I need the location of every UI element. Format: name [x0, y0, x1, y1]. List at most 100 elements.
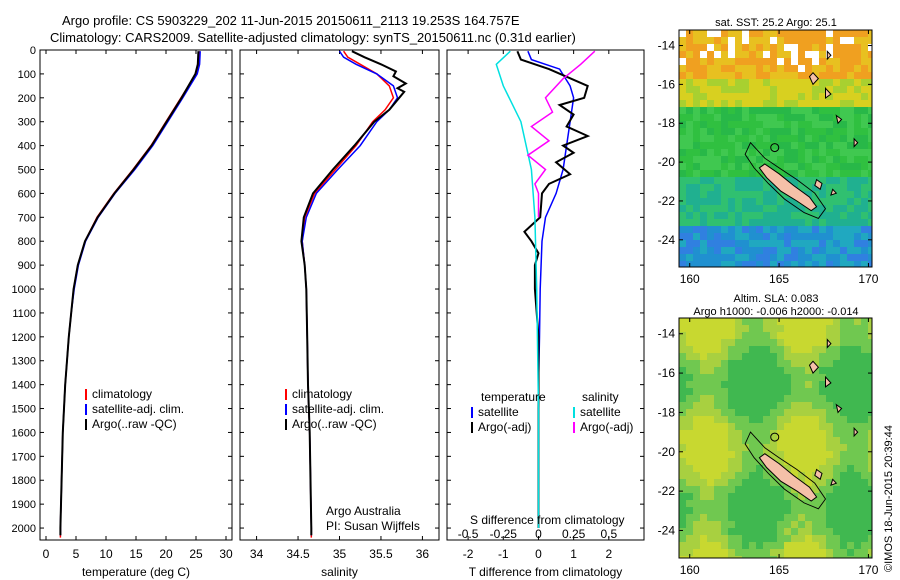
- map-cell: [819, 388, 826, 395]
- map-cell: [784, 51, 791, 58]
- map-cell: [847, 339, 854, 346]
- map-cell: [798, 93, 805, 100]
- map-cell: [756, 142, 763, 149]
- map-cell: [707, 86, 714, 93]
- map-cell: [756, 226, 763, 233]
- map-cell: [784, 416, 791, 423]
- y-tick-label: 1900: [12, 499, 36, 511]
- map-cell: [763, 44, 770, 51]
- map-cell: [728, 465, 735, 472]
- map-cell: [756, 339, 763, 346]
- map-cell: [868, 535, 872, 542]
- map-cell: [735, 163, 742, 170]
- map-cell: [791, 325, 798, 332]
- map-cell: [714, 156, 721, 163]
- lon-tick-label: 165: [769, 272, 789, 286]
- map-cell: [868, 458, 872, 465]
- map-cell: [784, 437, 791, 444]
- map-cell: [700, 114, 707, 121]
- map-cell: [805, 500, 812, 507]
- map-cell: [700, 156, 707, 163]
- map-cell: [777, 240, 784, 247]
- map-cell: [791, 114, 798, 121]
- map-cell: [686, 254, 693, 261]
- map-cell: [784, 219, 791, 226]
- map-cell: [763, 528, 770, 535]
- map-cell: [826, 226, 833, 233]
- map-cell: [777, 458, 784, 465]
- map-cell: [749, 374, 756, 381]
- map-cell: [714, 247, 721, 254]
- map-cell: [812, 430, 819, 437]
- map-cell: [707, 430, 714, 437]
- map-cell: [714, 219, 721, 226]
- map-cell: [826, 219, 833, 226]
- map-cell: [784, 261, 791, 267]
- map-cell: [861, 86, 868, 93]
- map-cell: [707, 247, 714, 254]
- map-cell: [868, 135, 872, 142]
- map-cell: [819, 353, 826, 360]
- map-cell: [679, 549, 686, 556]
- x-tick-label: 5: [73, 547, 80, 561]
- map-cell: [763, 240, 770, 247]
- map-cell: [763, 479, 770, 486]
- map-cell: [805, 100, 812, 107]
- map-cell: [770, 121, 777, 128]
- map-cell: [819, 514, 826, 521]
- lat-tick-label: -18: [658, 405, 676, 419]
- map-cell: [693, 339, 700, 346]
- map-cell: [805, 549, 812, 556]
- map-cell: [693, 409, 700, 416]
- map-cell: [854, 72, 861, 79]
- map-cell: [756, 542, 763, 549]
- map-cell: [693, 367, 700, 374]
- x-tick-label: 0: [535, 547, 542, 561]
- map-cell: [791, 402, 798, 409]
- map-cell: [707, 240, 714, 247]
- map-cell: [819, 30, 826, 37]
- map-cell: [819, 458, 826, 465]
- map-cell: [700, 219, 707, 226]
- map-cell: [707, 409, 714, 416]
- map-cell: [868, 254, 872, 261]
- map-cell: [833, 556, 840, 558]
- map-cell: [777, 205, 784, 212]
- map-cell: [812, 374, 819, 381]
- map-cell: [798, 437, 805, 444]
- map-cell: [714, 177, 721, 184]
- map-cell: [756, 556, 763, 558]
- map-sla-title-1: Altim. SLA: 0.083: [734, 293, 819, 305]
- map-cell: [861, 114, 868, 121]
- map-cell: [868, 37, 872, 44]
- map-cell: [756, 507, 763, 514]
- map-cell: [805, 514, 812, 521]
- map-cell: [812, 58, 819, 65]
- map-cell: [798, 514, 805, 521]
- map-cell: [714, 128, 721, 135]
- map-cell: [826, 367, 833, 374]
- map-cell: [693, 430, 700, 437]
- map-cell: [756, 353, 763, 360]
- map-cell: [819, 198, 826, 205]
- map-cell: [721, 58, 728, 65]
- map-cell: [791, 423, 798, 430]
- map-cell: [784, 465, 791, 472]
- map-cell: [756, 521, 763, 528]
- map-cell: [847, 65, 854, 72]
- map-cell: [791, 79, 798, 86]
- map-cell: [777, 44, 784, 51]
- map-cell: [868, 156, 872, 163]
- map-cell: [742, 107, 749, 114]
- map-cell: [854, 100, 861, 107]
- map-cell: [735, 528, 742, 535]
- map-cell: [749, 100, 756, 107]
- map-cell: [840, 240, 847, 247]
- map-cell: [812, 44, 819, 51]
- map-cell: [693, 514, 700, 521]
- map-cell: [763, 86, 770, 93]
- map-cell: [749, 549, 756, 556]
- map-cell: [693, 465, 700, 472]
- map-cell: [700, 142, 707, 149]
